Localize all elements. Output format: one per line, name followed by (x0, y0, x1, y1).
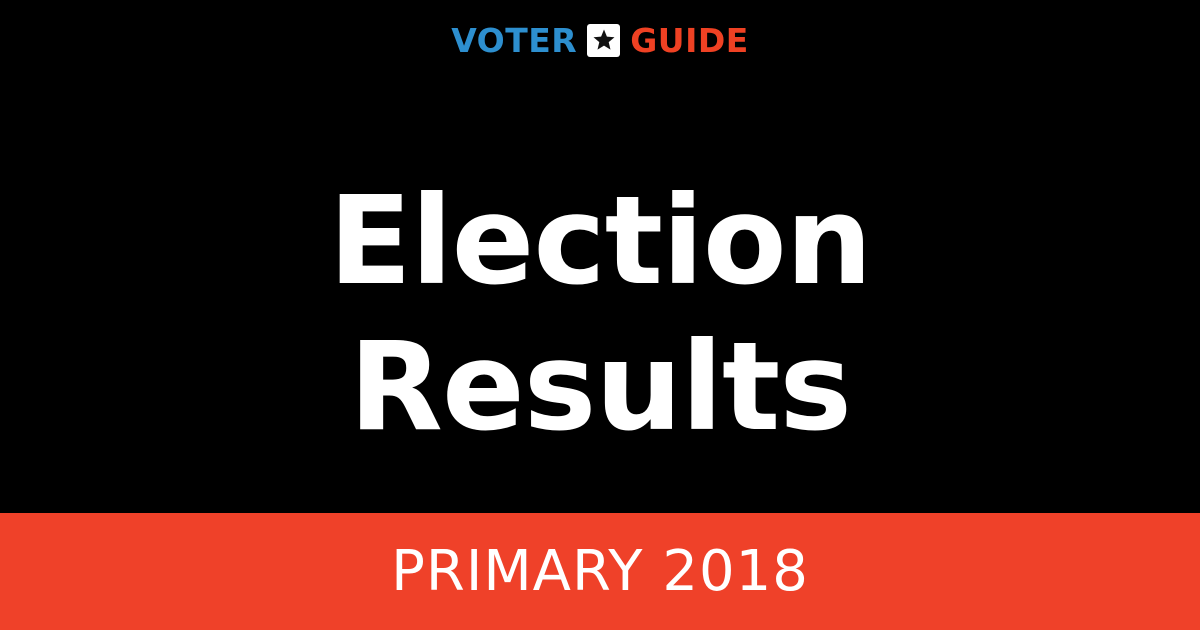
star-icon (587, 23, 621, 57)
voter-guide-logo: VOTER GUIDE (0, 18, 1200, 62)
banner-label: PRIMARY 2018 (391, 539, 809, 604)
primary-banner: PRIMARY 2018 (0, 513, 1200, 630)
headline: Election Results (0, 168, 1200, 460)
logo-word-voter: VOTER (451, 20, 578, 60)
headline-line-1: Election (328, 170, 872, 312)
headline-line-2: Results (349, 316, 852, 458)
logo-word-guide: GUIDE (630, 20, 749, 60)
